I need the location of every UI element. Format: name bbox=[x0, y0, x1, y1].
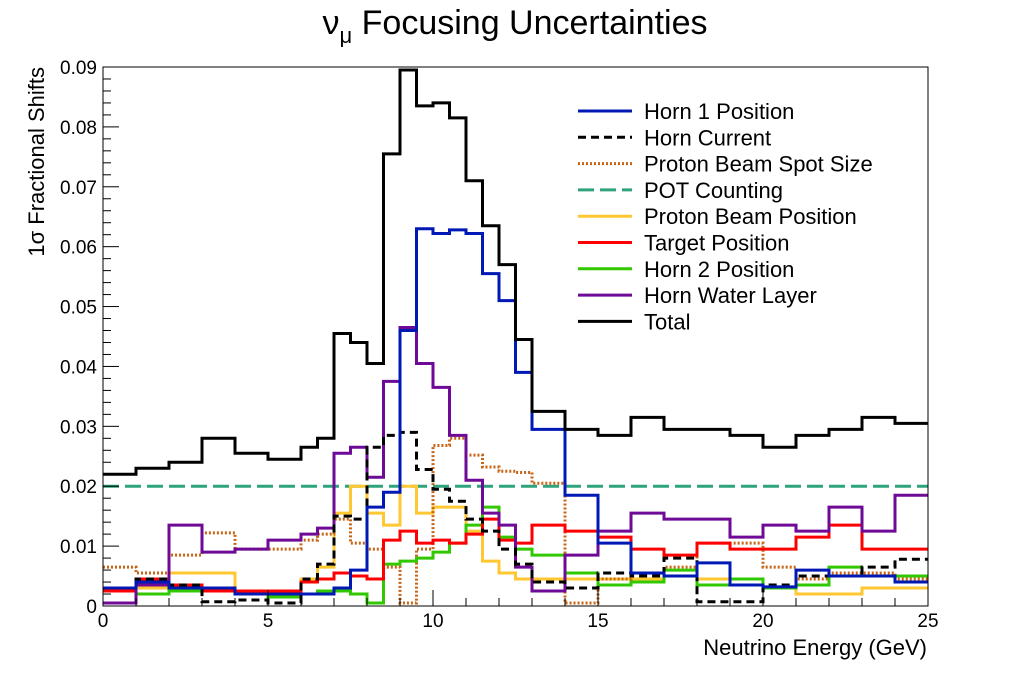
chart-title-nu: ν bbox=[323, 4, 340, 42]
x-tick-label: 10 bbox=[422, 611, 443, 632]
y-tick-label: 0.06 bbox=[60, 238, 97, 259]
x-tick-label: 25 bbox=[917, 611, 938, 632]
y-tick-label: 0 bbox=[86, 597, 97, 618]
y-axis-label: 1σ Fractional Shifts bbox=[24, 67, 49, 257]
legend-label: Target Position bbox=[644, 231, 790, 256]
plot-frame bbox=[102, 66, 929, 607]
legend-label: Horn Water Layer bbox=[644, 283, 817, 308]
y-tick-label: 0.04 bbox=[60, 357, 97, 378]
x-axis-label: Neutrino Energy (GeV) bbox=[703, 635, 927, 660]
y-tick-label: 0.02 bbox=[60, 477, 97, 498]
x-tick-label: 20 bbox=[752, 611, 773, 632]
y-tick-label: 0.03 bbox=[60, 417, 97, 438]
y-tick-label: 0.01 bbox=[60, 537, 97, 558]
y-tick-label: 0.09 bbox=[60, 58, 97, 79]
y-tick-label: 0.07 bbox=[60, 178, 97, 199]
legend-label: Horn 2 Position bbox=[644, 257, 794, 282]
chart-title-rest: Focusing Uncertainties bbox=[352, 4, 707, 42]
series-total bbox=[103, 68, 928, 476]
y-tick-label: 0.08 bbox=[60, 118, 97, 139]
x-tick-label: 0 bbox=[98, 611, 109, 632]
series-horn-water-layer bbox=[103, 326, 928, 605]
legend-label: Total bbox=[644, 309, 690, 334]
legend-label: Horn Current bbox=[644, 125, 771, 150]
legend-label: POT Counting bbox=[644, 178, 783, 203]
chart-title-mu: μ bbox=[340, 23, 353, 48]
series-layer bbox=[103, 68, 928, 605]
series-horn-1-position bbox=[103, 227, 928, 596]
legend-label: Horn 1 Position bbox=[644, 99, 794, 124]
legend-label: Proton Beam Position bbox=[644, 204, 857, 229]
x-tick-label: 5 bbox=[263, 611, 274, 632]
x-tick-label: 15 bbox=[587, 611, 608, 632]
axes-layer: 0 5 10 15 20 25 0 0.01 0.02 0.03 0.04 0.05 0.06 0.07 0… bbox=[60, 58, 939, 632]
chart-title: νμ Focusing Uncertainties bbox=[323, 4, 708, 48]
y-tick-label: 0.05 bbox=[60, 298, 97, 319]
legend-label: Proton Beam Spot Size bbox=[644, 152, 873, 177]
series-horn-current bbox=[103, 430, 928, 605]
